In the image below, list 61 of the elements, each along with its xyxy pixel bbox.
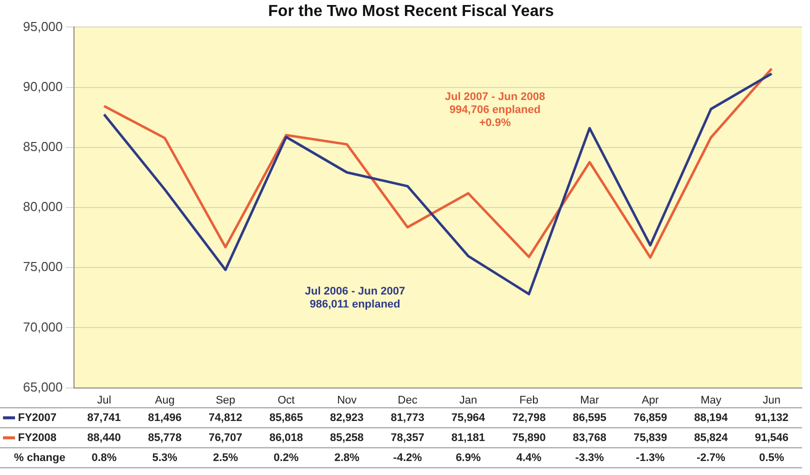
x-tick-label: May xyxy=(700,394,722,406)
x-tick-label: Jul xyxy=(97,394,112,406)
y-tick-label: 90,000 xyxy=(22,78,63,94)
y-tick-label: 65,000 xyxy=(22,379,63,394)
x-tick-label: Dec xyxy=(398,394,418,406)
text: -2.7% xyxy=(696,452,726,464)
text: 2.5% xyxy=(212,452,238,464)
text: -4.2% xyxy=(393,452,422,464)
y-tick-label: 85,000 xyxy=(22,138,63,154)
x-tick-label: Nov xyxy=(337,394,358,406)
text: -1.3% xyxy=(636,452,665,464)
x-tick-label: Mar xyxy=(580,394,600,406)
annotation: Jul 2007 - Jun 2008 994,706 enplaned +0.9% xyxy=(444,90,546,129)
data-label: 85,865 xyxy=(269,412,303,424)
data-label: 74,812 xyxy=(208,412,242,424)
x-tick-label: Apr xyxy=(642,394,660,406)
annotation: Jul 2006 - Jun 2007 986,011 enplaned xyxy=(304,286,406,311)
data-label: 86,595 xyxy=(572,412,606,424)
text: 0.5% xyxy=(759,452,784,464)
text: 6.9% xyxy=(456,452,481,464)
data-label: 91,132 xyxy=(754,412,788,424)
data-label: 87,741 xyxy=(87,412,121,424)
x-tick-label: Sep xyxy=(216,394,236,406)
text: 0.8% xyxy=(92,452,117,464)
legend-label: FY2008 xyxy=(18,432,57,444)
y-tick-label: 75,000 xyxy=(22,259,63,274)
data-label: 81,181 xyxy=(451,432,486,444)
data-label: 85,778 xyxy=(148,432,182,444)
data-label: 78,357 xyxy=(390,432,424,444)
data-label: 75,839 xyxy=(633,432,668,444)
x-tick-label: Feb xyxy=(519,394,538,406)
data-label: 75,964 xyxy=(451,412,486,424)
text: 4.4% xyxy=(516,452,542,464)
data-label: 85,824 xyxy=(694,432,729,444)
x-tick-label: Jan xyxy=(459,394,478,406)
text: 0.2% xyxy=(274,452,299,464)
data-label: 76,859 xyxy=(633,412,668,424)
legend-label: FY2007 xyxy=(18,412,57,424)
data-label: 88,194 xyxy=(694,412,729,424)
data-label: 82,923 xyxy=(330,412,364,424)
y-tick-label: 80,000 xyxy=(22,199,63,214)
text: -3.3% xyxy=(575,452,604,464)
data-label: 91,546 xyxy=(754,432,788,444)
data-label: 83,768 xyxy=(572,432,606,444)
x-tick-label: Oct xyxy=(278,394,295,406)
y-tick-label: 70,000 xyxy=(22,319,63,334)
x-tick-label: Jun xyxy=(762,394,781,406)
data-label: 88,440 xyxy=(87,432,121,444)
text: % change xyxy=(14,452,66,464)
text: 2.8% xyxy=(334,452,360,464)
text: 5.3% xyxy=(152,452,178,464)
chart-title: For the Two Most Recent Fiscal Years xyxy=(268,3,554,20)
data-label: 72,798 xyxy=(512,412,546,424)
data-label: 81,773 xyxy=(390,412,424,424)
data-label: 85,258 xyxy=(330,432,364,444)
data-label: 76,707 xyxy=(208,432,242,444)
y-tick-label: 95,000 xyxy=(22,18,63,34)
x-tick-label: Aug xyxy=(155,394,175,406)
data-label: 86,018 xyxy=(269,432,303,444)
data-label: 81,496 xyxy=(148,412,182,424)
data-label: 75,890 xyxy=(512,432,546,444)
